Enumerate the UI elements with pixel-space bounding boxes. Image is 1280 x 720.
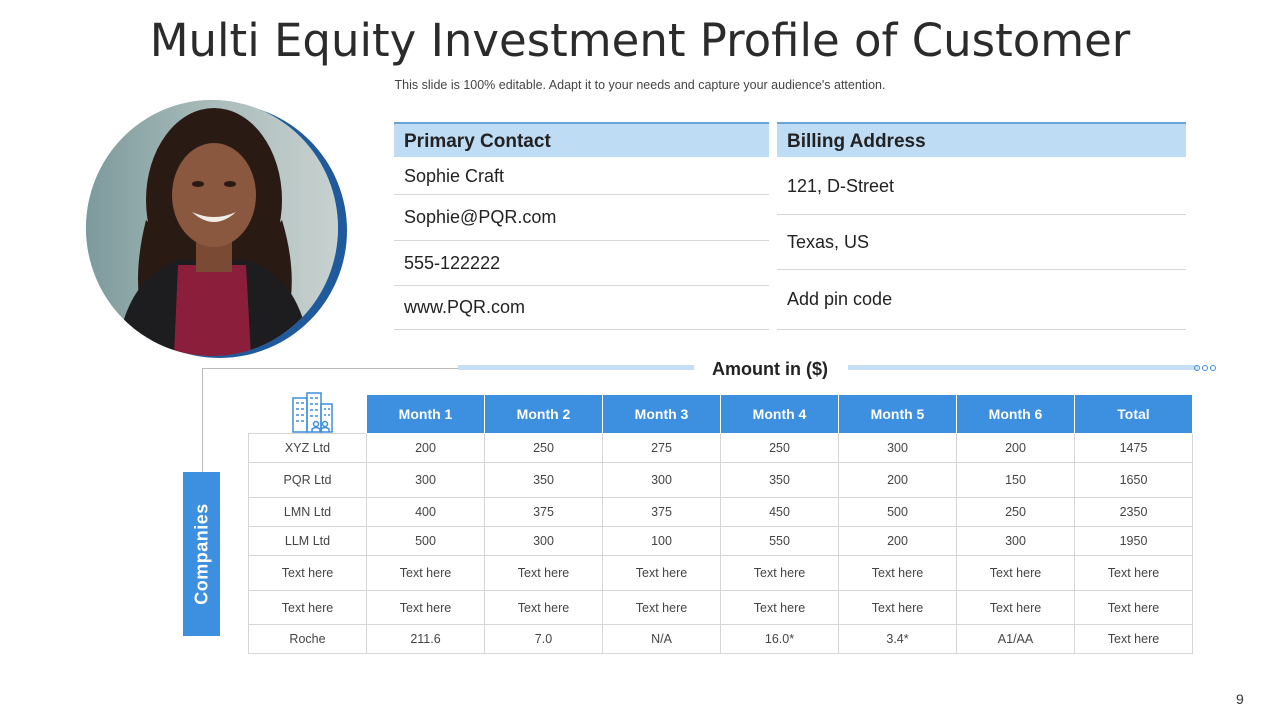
primary-contact-heading: Primary Contact (394, 122, 769, 157)
table-cell: A1/AA (956, 624, 1075, 654)
slide-title: Multi Equity Investment Profile of Custo… (149, 14, 1131, 67)
table-header-cell: Month 2 (484, 394, 603, 434)
table-cell: Text here (366, 555, 485, 591)
bracket-line-vertical (202, 368, 203, 472)
company-name-cell: PQR Ltd (248, 462, 367, 498)
table-cell: 300 (484, 526, 603, 556)
table-cell: 300 (956, 526, 1075, 556)
company-name-cell: LMN Ltd (248, 497, 367, 527)
table-header-cell: Month 6 (956, 394, 1075, 434)
table-cell: 7.0 (484, 624, 603, 654)
table-cell: 450 (720, 497, 839, 527)
table-cell: 1950 (1074, 526, 1193, 556)
table-cell: 300 (602, 462, 721, 498)
billing-pin: Add pin code (777, 270, 1186, 330)
table-cell: 200 (956, 433, 1075, 463)
table-cell: 250 (956, 497, 1075, 527)
table-cell: 375 (484, 497, 603, 527)
contact-website: www.PQR.com (394, 286, 769, 330)
table-row: PQR Ltd 300 350 300 350 200 150 1650 (248, 462, 1193, 498)
table-row: LMN Ltd 400 375 375 450 500 250 2350 (248, 497, 1193, 527)
table-cell: 100 (602, 526, 721, 556)
table-cell: 250 (484, 433, 603, 463)
company-name-cell: Text here (248, 590, 367, 625)
table-cell: 350 (484, 462, 603, 498)
table-header-cell: Month 4 (720, 394, 839, 434)
table-cell: 200 (838, 526, 957, 556)
company-name-cell: Roche (248, 624, 367, 654)
table-cell: Text here (1074, 624, 1193, 654)
table-cell: 200 (838, 462, 957, 498)
table-header-cell: Month 5 (838, 394, 957, 434)
billing-state: Texas, US (777, 215, 1186, 270)
companies-label-box: Companies (183, 472, 220, 636)
avatar (86, 100, 338, 356)
table-cell: 300 (838, 433, 957, 463)
table-header-row: Month 1 Month 2 Month 3 Month 4 Month 5 … (249, 394, 1193, 434)
amount-divider-right (848, 365, 1198, 370)
table-cell: Text here (366, 590, 485, 625)
table-row: Text here Text here Text here Text here Text… (248, 590, 1193, 625)
contact-name: Sophie Craft (394, 159, 769, 195)
ellipsis-dots-icon (1194, 365, 1216, 371)
table-cell: Text here (838, 555, 957, 591)
slide-subtitle: This slide is 100% editable. Adapt it to… (394, 78, 886, 92)
table-cell: 1475 (1074, 433, 1193, 463)
billing-street: 121, D-Street (777, 159, 1186, 215)
table-cell: 500 (366, 526, 485, 556)
table-row: XYZ Ltd 200 250 275 250 300 200 1475 (248, 433, 1193, 463)
table-cell: 350 (720, 462, 839, 498)
table-cell: Text here (956, 555, 1075, 591)
amount-divider-left (458, 365, 694, 370)
table-cell: 300 (366, 462, 485, 498)
table-cell: Text here (956, 590, 1075, 625)
table-row: Roche 211.6 7.0 N/A 16.0* 3.4* A1/AA Text here (248, 624, 1193, 654)
table-cell: Text here (1074, 590, 1193, 625)
table-row: Text here Text here Text here Text here Text… (248, 555, 1193, 591)
table-cell: 375 (602, 497, 721, 527)
building-icon (292, 392, 333, 433)
page-number: 9 (1236, 691, 1244, 707)
table-cell: Text here (602, 555, 721, 591)
table-header-cell: Month 1 (366, 394, 485, 434)
billing-address-heading: Billing Address (777, 122, 1186, 157)
table-cell: 2350 (1074, 497, 1193, 527)
table-cell: 550 (720, 526, 839, 556)
bracket-line-horizontal (202, 368, 458, 369)
table-cell: 3.4* (838, 624, 957, 654)
customer-photo (86, 100, 338, 356)
table-cell: 16.0* (720, 624, 839, 654)
table-cell: Text here (484, 555, 603, 591)
investment-table: Month 1 Month 2 Month 3 Month 4 Month 5 … (248, 394, 1193, 654)
amount-label: Amount in ($) (712, 359, 828, 379)
table-cell: 211.6 (366, 624, 485, 654)
table-cell: Text here (838, 590, 957, 625)
table-cell: 500 (838, 497, 957, 527)
company-name-cell: LLM Ltd (248, 526, 367, 556)
table-cell: N/A (602, 624, 721, 654)
table-cell: 250 (720, 433, 839, 463)
company-name-cell: Text here (248, 555, 367, 591)
table-header-cell: Month 3 (602, 394, 721, 434)
table-row: LLM Ltd 500 300 100 550 200 300 1950 (248, 526, 1193, 556)
table-cell: 200 (366, 433, 485, 463)
table-cell: 150 (956, 462, 1075, 498)
contact-phone: 555-122222 (394, 241, 769, 286)
table-header-cell: Total (1074, 394, 1193, 434)
table-cell: 400 (366, 497, 485, 527)
table-cell: 275 (602, 433, 721, 463)
table-cell: Text here (720, 590, 839, 625)
table-header-blank (249, 395, 367, 434)
table-cell: Text here (602, 590, 721, 625)
company-name-cell: XYZ Ltd (248, 433, 367, 463)
table-cell: Text here (720, 555, 839, 591)
contact-email: Sophie@PQR.com (394, 195, 769, 241)
table-cell: Text here (484, 590, 603, 625)
table-cell: Text here (1074, 555, 1193, 591)
table-cell: 1650 (1074, 462, 1193, 498)
companies-label: Companies (191, 503, 211, 605)
